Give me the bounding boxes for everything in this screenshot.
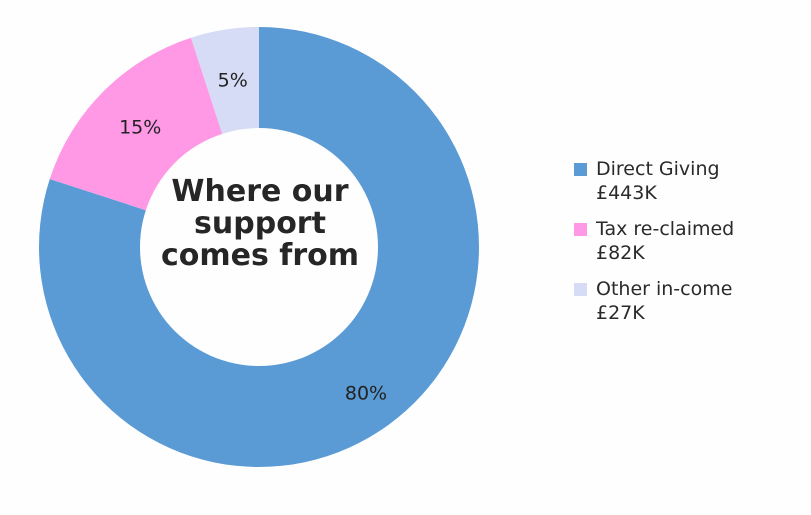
legend-label-tax-reclaimed: Tax re-claimed £82K <box>596 218 735 264</box>
slice-other-income <box>191 27 259 134</box>
legend-label-other-income: Other in-come £27K <box>596 278 733 324</box>
slice-tax-reclaimed <box>49 37 223 211</box>
chart-title: Where our support comes from <box>160 174 360 273</box>
legend-item-tax-reclaimed: Tax re-claimed £82K <box>574 217 774 265</box>
legend-label-direct-giving: Direct Giving £443K <box>596 158 720 204</box>
legend: Direct Giving £443K Tax re-claimed £82K … <box>574 157 774 337</box>
slice-direct-giving <box>38 27 479 467</box>
legend-swatch-other-income <box>574 283 587 296</box>
legend-swatch-direct-giving <box>574 163 587 176</box>
legend-item-direct-giving: Direct Giving £443K <box>574 157 774 205</box>
legend-item-other-income: Other in-come £27K <box>574 277 774 325</box>
label-tax-reclaimed: 15% <box>119 117 161 139</box>
label-other-income: 5% <box>218 70 248 92</box>
legend-swatch-tax-reclaimed <box>574 223 587 236</box>
label-direct-giving: 80% <box>345 383 387 405</box>
